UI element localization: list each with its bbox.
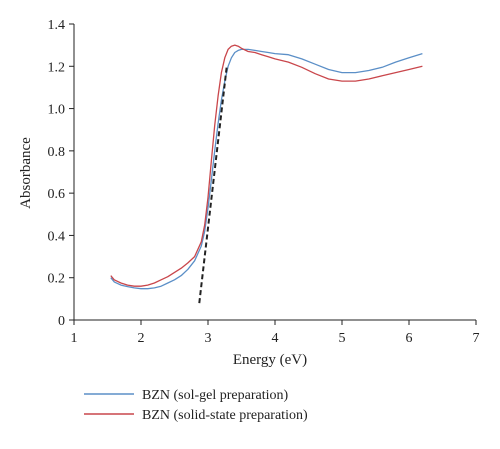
- x-tick-label: 5: [339, 331, 346, 346]
- x-tick-label: 6: [406, 331, 413, 346]
- y-tick-label: 1.0: [48, 103, 66, 118]
- y-tick-label: 0: [58, 314, 65, 329]
- tangent-dashed-line: [198, 66, 228, 304]
- legend-label-solid-state: BZN (solid-state preparation): [142, 408, 308, 423]
- y-tick-label: 0.6: [48, 187, 66, 202]
- annotations: [198, 66, 228, 304]
- y-tick-label: 0.8: [48, 145, 66, 160]
- legend-label-sol-gel: BZN (sol-gel preparation): [142, 388, 289, 403]
- series-lines: [110, 44, 423, 290]
- y-tick-label: 0.4: [48, 229, 66, 244]
- series-line-solid-state: [110, 44, 423, 287]
- x-tick-label: 7: [473, 331, 480, 346]
- x-tick-label: 1: [71, 331, 78, 346]
- x-tick-label: 3: [205, 331, 212, 346]
- ticks: 1 2 3 4 5 6 7 0 0.2 0.4 0.6 0.8 1.0 1.2 1.4: [48, 18, 480, 346]
- y-tick-label: 1.4: [48, 18, 66, 33]
- x-tick-label: 4: [272, 331, 279, 346]
- x-axis-title: Energy (eV): [233, 352, 307, 368]
- y-tick-label: 0.2: [48, 272, 66, 287]
- y-tick-label: 1.2: [48, 60, 66, 75]
- x-tick-label: 2: [138, 331, 145, 346]
- series-line-sol-gel: [110, 48, 423, 290]
- legend: BZN (sol-gel preparation) BZN (solid-sta…: [84, 388, 308, 423]
- y-axis-title: Absorbance: [18, 137, 34, 209]
